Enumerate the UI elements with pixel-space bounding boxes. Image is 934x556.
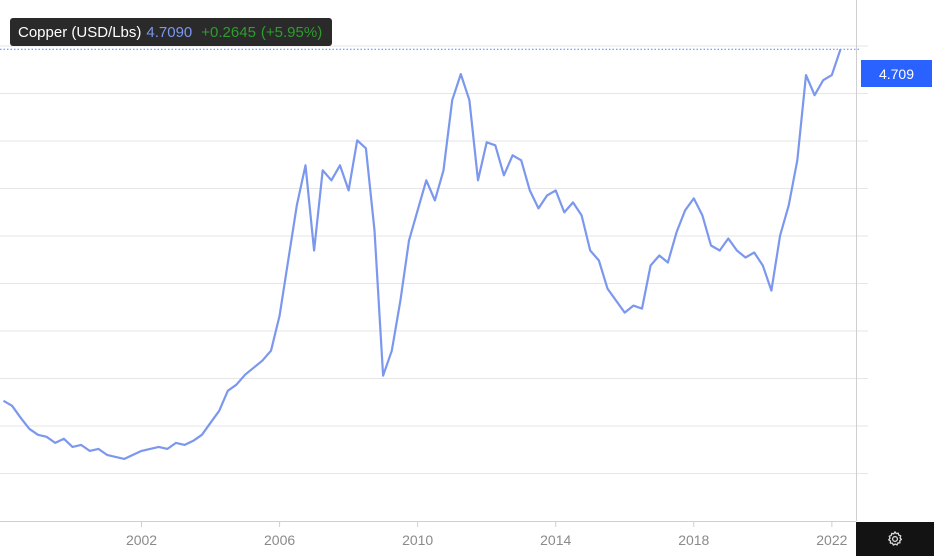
gridlines	[0, 45, 868, 474]
copper-price-line	[2, 48, 842, 460]
last-price-tag: 4.709	[861, 60, 932, 87]
price-change-percent: (+5.95%)	[260, 23, 323, 41]
price-tooltip: Copper (USD/Lbs) 4.7090 +0.2645 (+5.95%)	[10, 18, 333, 46]
price-change: +0.2645	[201, 23, 256, 41]
x-axis-ticks: 2002 2006 2010 2014 2018 2022	[126, 521, 848, 548]
x-tick-label: 2010	[402, 532, 433, 548]
instrument-price: 4.7090	[146, 23, 193, 41]
x-tick-label: 2006	[264, 532, 295, 548]
instrument-name: Copper (USD/Lbs)	[18, 23, 142, 41]
x-tick-label: 2002	[126, 532, 157, 548]
x-tick-label: 2018	[678, 532, 709, 548]
gear-icon	[886, 530, 904, 548]
x-tick-label: 2014	[540, 532, 571, 548]
x-tick-label: 2022	[816, 532, 847, 548]
settings-button[interactable]	[856, 522, 934, 556]
